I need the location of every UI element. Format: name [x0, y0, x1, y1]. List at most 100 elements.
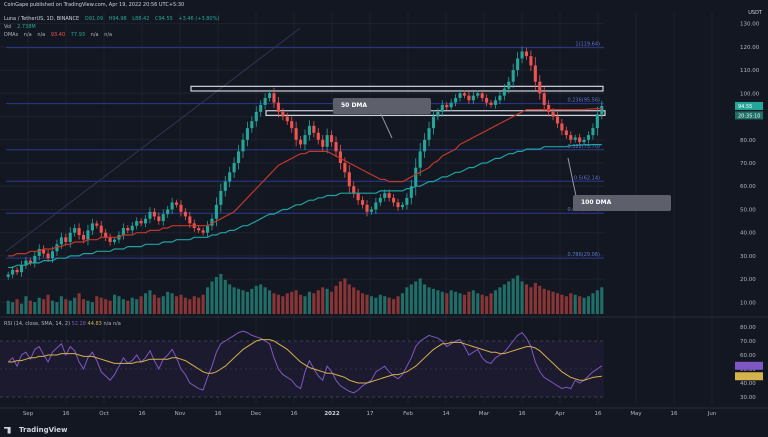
candle-body [126, 228, 130, 231]
candle-body [392, 197, 396, 203]
candle-body [81, 235, 86, 240]
volume-bar [458, 293, 462, 314]
candle-body [237, 151, 241, 163]
price-label: 94.55 [738, 104, 752, 110]
rsi-label-bg [735, 372, 763, 381]
volume-bar [325, 288, 329, 314]
volume-bar [387, 297, 391, 314]
fib-level-label: 1(119.64) [575, 42, 600, 48]
volume-bar [6, 300, 10, 314]
candle-body [343, 163, 347, 173]
volume-bar [121, 299, 125, 314]
volume-line: Vol 2.738M [4, 24, 40, 30]
volume-bar [334, 285, 338, 314]
candle-body [493, 100, 498, 105]
volume-bar [117, 296, 121, 314]
volume-label[interactable]: Vol [4, 24, 12, 30]
dma-label[interactable]: DMAs [4, 32, 19, 38]
volume-bar [542, 288, 546, 314]
candle-body [250, 121, 254, 129]
candle-body [396, 202, 400, 208]
volume-bar [73, 297, 77, 314]
volume-bar [462, 294, 467, 314]
candle-body [312, 125, 316, 133]
volume-bar [90, 302, 94, 314]
time-tick: 14 [443, 411, 450, 417]
candle-body [551, 111, 555, 117]
time-tick: 16 [595, 411, 602, 417]
volume-bar [272, 293, 276, 314]
tradingview-logo[interactable]: TradingView [4, 426, 68, 434]
candle-body [46, 253, 50, 259]
volume-bar [139, 296, 143, 314]
candle-body [152, 211, 156, 217]
candle-body [276, 102, 280, 112]
price-tick: 60.00 [740, 184, 756, 190]
volume-bar [551, 291, 555, 314]
currency-label: USDT [748, 10, 762, 16]
volume-bar [148, 290, 152, 314]
candle-body [352, 186, 356, 194]
symbol-name[interactable]: Luna / TetherUS, 1D, BINANCE [4, 16, 80, 22]
rsi-tick: 40.00 [740, 381, 756, 387]
volume-bar [210, 281, 214, 314]
candle-body [334, 142, 338, 152]
volume-bar [303, 296, 307, 314]
candle-body [516, 58, 520, 71]
candle-body [99, 225, 103, 233]
candle-body [330, 135, 334, 143]
price-tick: 110.00 [740, 68, 760, 74]
candle-body [573, 137, 577, 140]
dma-100-line [8, 144, 602, 269]
candle-body [241, 139, 245, 152]
dma-value-2: n/a [37, 32, 46, 38]
candle-body [139, 221, 143, 224]
candle-body [440, 104, 444, 112]
symbol-line: Luna / TetherUS, 1D, BINANCE O91.09 H94.… [4, 16, 223, 22]
candle-body [303, 135, 307, 145]
price-tick: 80.00 [740, 138, 756, 144]
candle-body [214, 204, 218, 219]
price-tick: 10.00 [740, 300, 756, 306]
volume-bar [423, 284, 427, 314]
volume-bar [578, 296, 582, 314]
candle-body [427, 128, 431, 140]
price-tick: 100.00 [740, 91, 760, 97]
candle-body [11, 269, 15, 275]
volume-bar [564, 296, 568, 314]
candle-body [108, 237, 112, 242]
volume-bar [600, 287, 604, 314]
price-tick: 30.00 [740, 254, 756, 260]
candle-body [228, 172, 232, 182]
volume-bar [316, 290, 320, 314]
candle-body [529, 56, 533, 66]
candle-body [77, 228, 81, 236]
candle-body [232, 163, 236, 173]
time-tick: Sep [23, 411, 34, 417]
volume-bar [188, 299, 192, 314]
candle-body [55, 244, 59, 252]
volume-bar [237, 288, 241, 314]
candle-body [95, 223, 99, 226]
candle-body [374, 202, 378, 210]
candle-body [591, 128, 595, 136]
dma-line: DMAs n/a n/a 93.40 77.93 n/a n/a [4, 32, 116, 38]
candle-body [338, 151, 342, 163]
rsi-tick: 80.00 [740, 325, 756, 331]
time-tick: May [630, 411, 642, 417]
volume-bar [502, 284, 506, 314]
price-tick: 50.00 [740, 207, 756, 213]
volume-bar [431, 288, 436, 314]
volume-bar [95, 296, 99, 314]
volume-bar [312, 293, 316, 314]
volume-bar [454, 291, 458, 314]
candle-body [90, 223, 94, 231]
candle-body [121, 228, 125, 236]
volume-bar [33, 302, 37, 314]
volume-bar [436, 290, 440, 314]
candle-body [480, 93, 484, 98]
rsi-value: n/a [113, 321, 121, 327]
volume-bar [352, 287, 356, 314]
volume-bar [507, 281, 511, 314]
